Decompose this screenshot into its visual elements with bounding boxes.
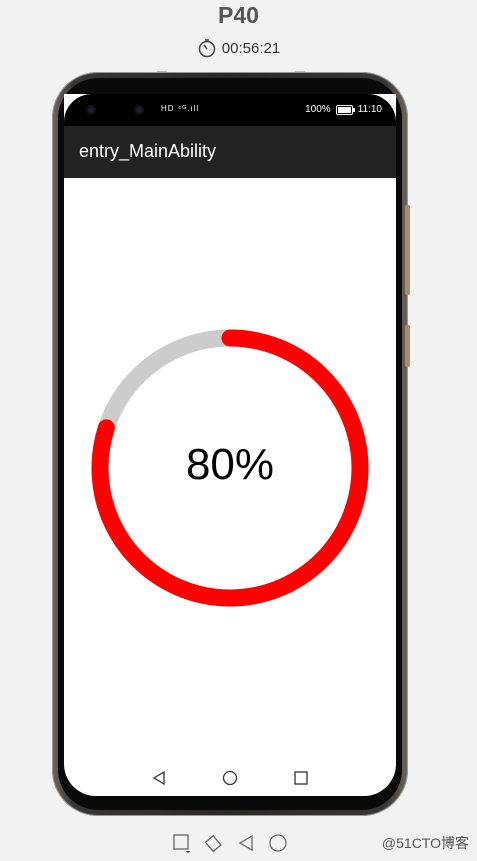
session-timer: 00:56:21 (0, 38, 477, 58)
status-bar: HD ⁴ᴳ.ıll 100% 11:10 (64, 94, 396, 126)
home-circle-icon[interactable] (222, 770, 238, 786)
front-camera-icon (134, 105, 144, 115)
app-title: entry_MainAbility (79, 141, 217, 161)
signal-icon: HD ⁴ᴳ.ıll (161, 104, 200, 113)
volume-button[interactable] (405, 205, 410, 295)
screen-icon[interactable] (172, 832, 192, 859)
back-icon[interactable] (236, 833, 256, 858)
battery-icon (335, 104, 355, 115)
watermark: @51CTO博客 (381, 835, 469, 851)
navigation-bar (64, 760, 396, 796)
rotate-icon[interactable] (204, 833, 224, 858)
status-time: 11:10 (357, 104, 382, 115)
recents-square-icon[interactable] (293, 770, 309, 786)
battery-percent: 100% (305, 104, 331, 115)
app-bar: entry_MainAbility (64, 126, 396, 178)
stopwatch-icon (197, 38, 217, 58)
progress-arc (91, 329, 369, 607)
status-right: 100% 11:10 (305, 104, 382, 115)
front-camera-icon (86, 105, 96, 115)
progress-label: 80% (185, 440, 275, 489)
power-button[interactable] (405, 325, 410, 367)
back-triangle-icon[interactable] (151, 770, 167, 786)
device-name: P40 (218, 2, 259, 28)
home-icon[interactable] (268, 833, 288, 858)
phone-screen (64, 94, 396, 796)
circular-progress (91, 329, 369, 607)
emulator-toolbar (172, 832, 288, 859)
elapsed-time: 00:56:21 (221, 39, 281, 57)
